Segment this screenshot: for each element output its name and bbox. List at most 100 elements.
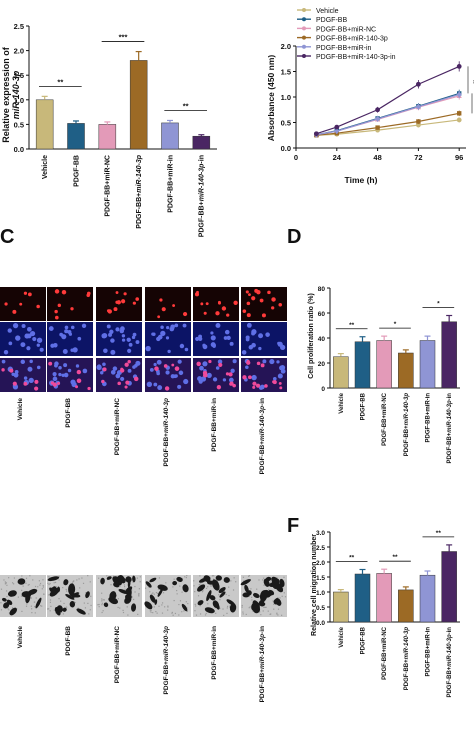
data-point — [456, 117, 462, 123]
edu-stain — [159, 298, 163, 302]
membrane-pore — [273, 608, 275, 610]
membrane-pore — [21, 610, 23, 613]
nucleus-stain — [53, 343, 58, 348]
membrane-pore — [76, 579, 78, 581]
legend-label: PDGF-BB+miR-140-3p-in — [316, 54, 396, 61]
nucleus-stain — [70, 325, 75, 330]
membrane-pore — [273, 603, 275, 605]
migrated-cell — [35, 597, 42, 609]
edu-stain — [267, 290, 271, 295]
membrane-pore — [218, 594, 220, 596]
membrane-pore — [58, 598, 60, 600]
membrane-pore — [199, 605, 201, 607]
nucleus-stain — [28, 377, 34, 384]
migrated-cell — [244, 584, 249, 593]
membrane-pore — [115, 595, 117, 597]
membrane-pore — [148, 586, 150, 588]
nucleus-stain — [77, 336, 82, 341]
edu-stain — [117, 381, 121, 386]
membrane-pore — [134, 591, 136, 593]
migrated-cell — [240, 579, 251, 586]
migrated-cell — [1, 597, 7, 602]
migrated-cell — [215, 602, 220, 610]
migrated-cell — [116, 575, 125, 583]
nucleus-stain — [20, 359, 26, 365]
membrane-pore — [48, 583, 50, 586]
edu-stain — [125, 380, 130, 385]
edu-stain — [256, 361, 261, 366]
edu-stain — [196, 361, 201, 367]
x-tick-label: PDGF-BB — [65, 398, 72, 428]
y-tick-label: 0 — [321, 386, 325, 393]
membrane-pore — [219, 599, 221, 601]
data-point — [334, 124, 340, 130]
nucleus-stain — [177, 359, 182, 364]
membrane-pore — [102, 599, 104, 601]
membrane-pore — [30, 597, 33, 599]
membrane-pore — [212, 578, 215, 580]
x-tick-label: PDGF-BB+miR-140-3p — [163, 626, 170, 694]
membrane-pore — [150, 609, 152, 611]
membrane-pore — [173, 599, 175, 602]
membrane-pore — [38, 580, 40, 582]
bar-1 — [333, 591, 349, 623]
membrane-pore — [171, 611, 173, 614]
nucleus-stain — [153, 362, 157, 367]
nucleus-stain — [26, 346, 31, 351]
membrane-pore — [199, 613, 202, 615]
membrane-pore — [210, 584, 212, 586]
membrane-pore — [155, 591, 158, 594]
nucleus-stain — [245, 337, 250, 342]
microscopy-tile — [193, 287, 239, 321]
x-tick-label: PDGF-BB+miR-140-3p — [404, 393, 410, 457]
legend-marker — [302, 44, 306, 49]
nucleus-stain — [52, 372, 57, 377]
membrane-pore — [260, 614, 262, 616]
edu-stain — [261, 313, 266, 318]
migrated-cell — [103, 602, 109, 608]
migrated-cell — [219, 591, 226, 598]
membrane-pore — [281, 614, 283, 616]
edu-stain — [75, 385, 79, 389]
nucleus-stain — [48, 326, 54, 331]
bar-5 — [419, 340, 436, 389]
membrane-pore — [164, 606, 166, 608]
nucleus-stain — [182, 323, 187, 328]
x-tick-label: PDGF-BB — [65, 626, 72, 656]
membrane-pore — [29, 575, 31, 577]
membrane-pore — [263, 584, 265, 586]
membrane-pore — [88, 613, 90, 615]
y-tick-label: 0.5 — [14, 120, 24, 129]
microscopy-tile — [145, 287, 191, 321]
membrane-pore — [150, 611, 152, 613]
nucleus-stain — [121, 338, 126, 342]
membrane-pore — [153, 606, 155, 608]
nucleus-stain — [198, 336, 203, 341]
edu-stain — [259, 298, 264, 303]
edu-stain — [12, 381, 17, 386]
membrane-pore — [6, 584, 8, 586]
nucleus-stain — [29, 330, 36, 337]
membrane-pore — [13, 583, 15, 585]
nucleus-stain — [195, 336, 200, 342]
membrane-pore — [87, 575, 89, 577]
y-tick-label: 3.0 — [316, 530, 325, 537]
membrane-pore — [58, 579, 60, 581]
membrane-pore — [283, 592, 285, 594]
legend-marker — [302, 8, 306, 12]
microscopy-tile — [47, 322, 93, 356]
membrane-pore — [101, 598, 103, 600]
nucleus-stain — [149, 367, 154, 372]
nucleus-stain — [165, 370, 170, 375]
edu-stain — [246, 313, 251, 318]
membrane-pore — [198, 584, 200, 586]
edu-stain — [135, 297, 140, 301]
membrane-pore — [25, 577, 28, 579]
nucleus-stain — [52, 376, 58, 382]
edu-stain — [271, 297, 276, 302]
x-tick-label: PDGF-BB+miR-140-3p-in — [259, 626, 266, 702]
membrane-pore — [207, 586, 209, 588]
membrane-pore — [102, 610, 104, 612]
nucleus-stain — [70, 379, 76, 385]
nucleus-stain — [24, 333, 30, 339]
